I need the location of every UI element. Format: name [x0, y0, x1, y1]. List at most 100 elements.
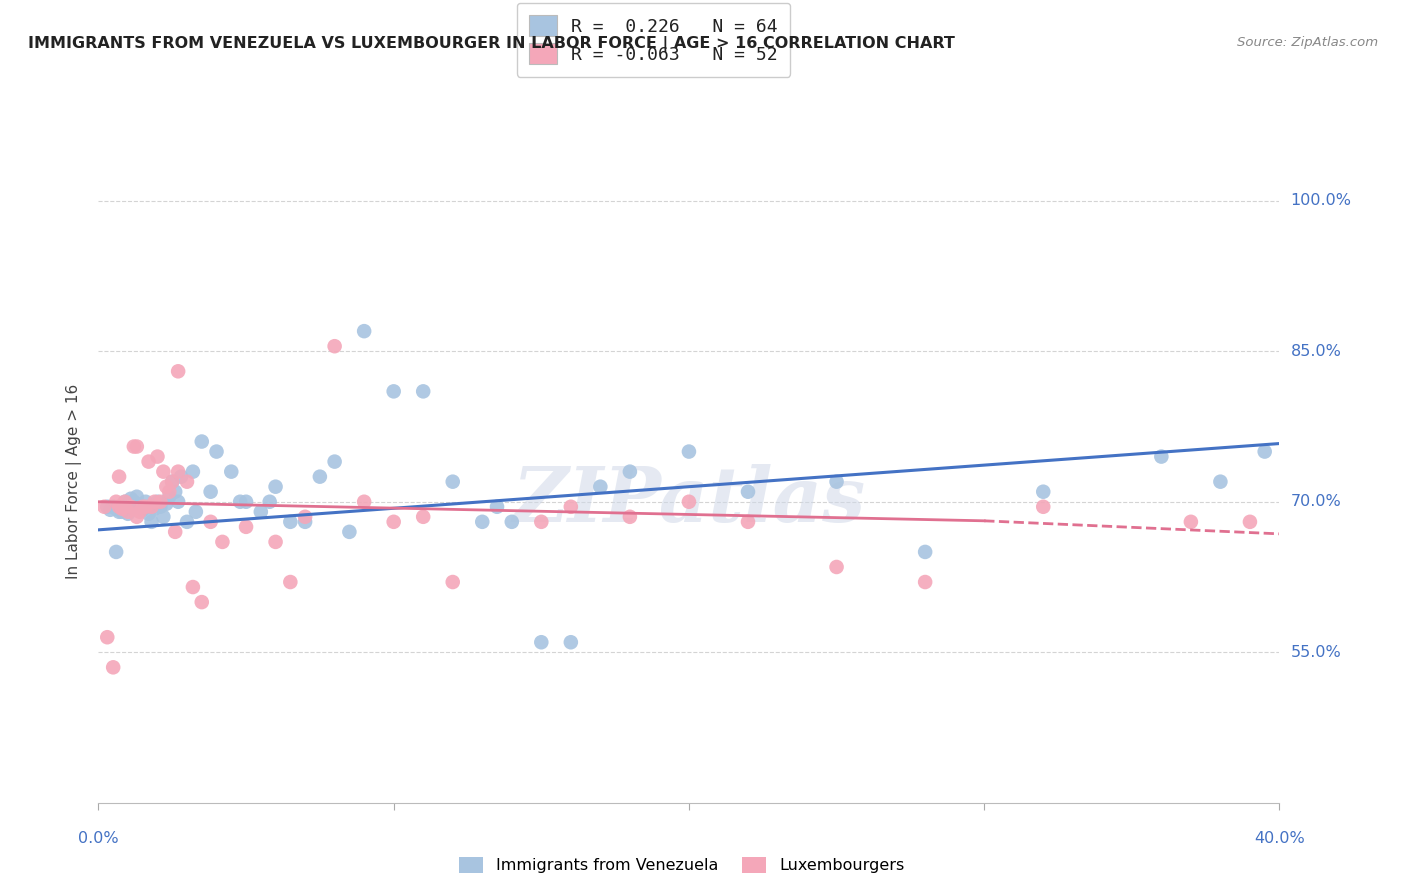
Point [259, 494, 281, 508]
Point [108, 505, 131, 519]
Point [1150, 450, 1173, 464]
Point [155, 497, 177, 511]
Point [162, 475, 183, 489]
Point [149, 494, 172, 508]
Point [152, 509, 174, 524]
Text: 70.0%: 70.0% [1291, 494, 1341, 509]
Point [108, 500, 131, 514]
Point [167, 465, 190, 479]
Point [191, 595, 214, 609]
Text: 0.0%: 0.0% [79, 830, 118, 846]
Point [157, 490, 180, 504]
Legend: Immigrants from Venezuela, Luxembourgers: Immigrants from Venezuela, Luxembourgers [453, 850, 911, 880]
Point [146, 450, 169, 464]
Point [280, 515, 302, 529]
Point [382, 384, 405, 399]
Point [157, 484, 180, 499]
Point [221, 465, 243, 479]
Point [128, 505, 150, 519]
Point [105, 494, 128, 508]
Point [181, 580, 204, 594]
Point [105, 501, 128, 516]
Point [149, 500, 172, 514]
Point [96, 630, 118, 644]
Point [339, 524, 361, 539]
Point [111, 501, 134, 516]
Point [146, 494, 169, 508]
Point [294, 515, 316, 529]
Point [914, 545, 936, 559]
Point [280, 575, 302, 590]
Point [103, 500, 125, 514]
Point [170, 469, 193, 483]
Point [152, 465, 174, 479]
Point [560, 500, 582, 514]
Point [323, 339, 346, 353]
Point [412, 384, 434, 399]
Point [678, 494, 700, 508]
Point [191, 434, 214, 449]
Point [250, 505, 273, 519]
Point [1239, 515, 1261, 529]
Point [165, 484, 187, 499]
Point [1254, 444, 1277, 458]
Point [825, 560, 848, 574]
Text: Source: ZipAtlas.com: Source: ZipAtlas.com [1237, 36, 1378, 49]
Point [120, 500, 142, 514]
Point [128, 500, 150, 514]
Text: IMMIGRANTS FROM VENEZUELA VS LUXEMBOURGER IN LABOR FORCE | AGE > 16 CORRELATION : IMMIGRANTS FROM VENEZUELA VS LUXEMBOURGE… [28, 36, 955, 52]
Point [117, 505, 139, 519]
Point [114, 498, 136, 512]
Point [132, 503, 155, 517]
Point [619, 465, 641, 479]
Point [114, 494, 136, 508]
Point [441, 575, 464, 590]
Point [353, 324, 375, 338]
Point [211, 534, 233, 549]
Point [132, 500, 155, 514]
Point [1180, 515, 1202, 529]
Point [235, 494, 257, 508]
Point [205, 444, 228, 458]
Point [530, 635, 553, 649]
Point [184, 505, 207, 519]
Point [1209, 475, 1232, 489]
Y-axis label: In Labor Force | Age > 16: In Labor Force | Age > 16 [66, 384, 83, 579]
Point [309, 469, 332, 483]
Point [143, 494, 166, 508]
Point [353, 494, 375, 508]
Point [825, 475, 848, 489]
Text: ZIPatlas: ZIPatlas [512, 464, 866, 538]
Point [441, 475, 464, 489]
Point [1032, 500, 1054, 514]
Point [176, 475, 198, 489]
Point [138, 454, 160, 469]
Point [229, 494, 252, 508]
Point [162, 475, 183, 489]
Point [98, 503, 121, 517]
Point [914, 575, 936, 590]
Point [1032, 484, 1054, 499]
Text: 55.0%: 55.0% [1291, 645, 1341, 660]
Point [135, 500, 157, 514]
Point [138, 507, 160, 521]
Point [530, 515, 553, 529]
Point [412, 509, 434, 524]
Text: 40.0%: 40.0% [1254, 830, 1305, 846]
Point [678, 444, 700, 458]
Point [111, 505, 134, 519]
Point [122, 440, 145, 454]
Text: 100.0%: 100.0% [1291, 194, 1351, 208]
Point [125, 490, 148, 504]
Text: 85.0%: 85.0% [1291, 343, 1341, 359]
Legend: R =  0.226   N = 64, R = -0.063   N = 52: R = 0.226 N = 64, R = -0.063 N = 52 [517, 3, 790, 77]
Point [167, 364, 190, 378]
Point [141, 515, 163, 529]
Point [264, 534, 287, 549]
Point [176, 515, 198, 529]
Point [117, 507, 139, 521]
Point [120, 491, 142, 506]
Point [382, 515, 405, 529]
Point [181, 465, 204, 479]
Point [141, 500, 163, 514]
